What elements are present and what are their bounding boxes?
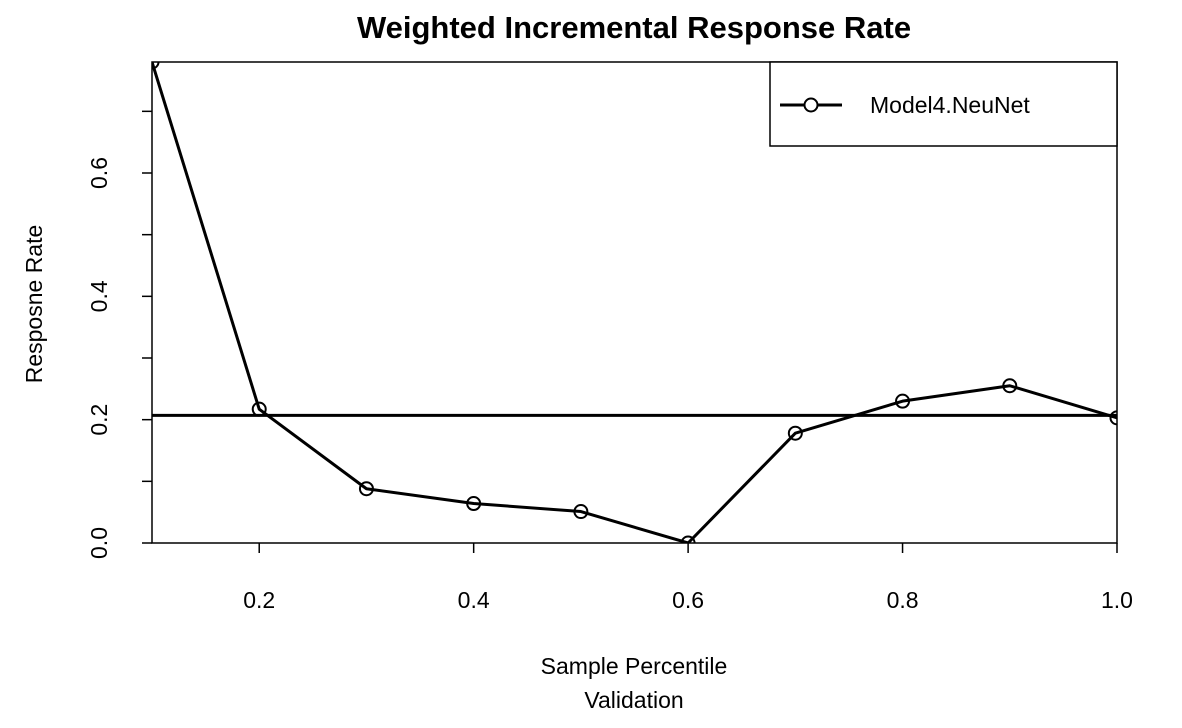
legend-label: Model4.NeuNet xyxy=(870,92,1030,118)
x-tick-label: 0.8 xyxy=(887,587,919,613)
data-point xyxy=(251,401,267,417)
y-tick-label: 0.4 xyxy=(86,280,112,312)
plot-frame xyxy=(151,61,1118,544)
series-line xyxy=(152,62,1117,543)
x-axis-label: Sample Percentile xyxy=(541,653,728,679)
x-tick-label: 0.6 xyxy=(672,587,704,613)
plot-area xyxy=(151,61,1118,544)
y-axis: 0.0 0.2 0.4 0.6 xyxy=(86,110,152,559)
data-point xyxy=(895,393,911,409)
x-tick-label: 0.2 xyxy=(243,587,275,613)
chart-title: Weighted Incremental Response Rate xyxy=(357,10,911,45)
x-axis-sublabel: Validation xyxy=(584,687,683,713)
y-tick-label: 0.6 xyxy=(86,157,112,189)
x-tick-label: 1.0 xyxy=(1101,587,1133,613)
y-axis-label: Resposne Rate xyxy=(21,225,47,384)
data-point xyxy=(466,496,482,512)
x-axis: 0.2 0.4 0.6 0.8 1.0 xyxy=(243,543,1133,613)
series-layer xyxy=(152,62,1117,543)
data-point xyxy=(573,504,589,520)
series-clip-group xyxy=(152,62,1117,543)
legend: Model4.NeuNet xyxy=(769,61,1118,147)
legend-marker xyxy=(803,97,819,113)
data-point xyxy=(787,425,803,441)
data-point xyxy=(1002,378,1018,394)
data-point xyxy=(680,535,696,543)
x-tick-label: 0.4 xyxy=(458,587,490,613)
y-tick-label: 0.2 xyxy=(86,404,112,436)
data-point xyxy=(1109,410,1117,426)
y-tick-label: 0.0 xyxy=(86,527,112,559)
data-point xyxy=(358,481,374,497)
